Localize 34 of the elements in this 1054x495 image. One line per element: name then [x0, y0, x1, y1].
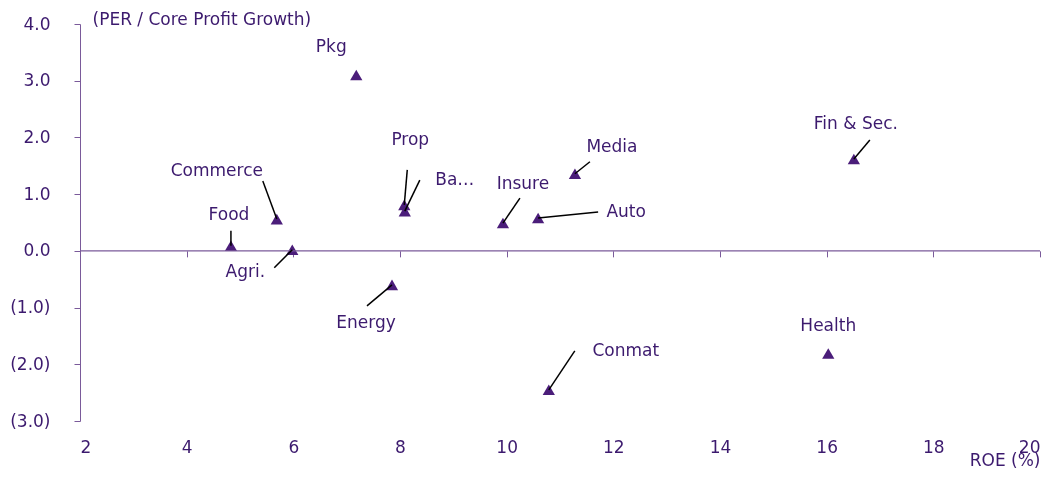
annotation: Pkg	[315, 36, 347, 57]
annotation: Fin & Sec.	[813, 112, 898, 133]
x-tick-label: 4	[181, 436, 193, 457]
y-tick-label: (1.0)	[10, 297, 51, 318]
x-tick-label: 16	[816, 436, 838, 457]
annotation: Auto	[606, 200, 646, 221]
annotation: Insure	[496, 173, 550, 194]
y-tick-label: 3.0	[23, 70, 51, 91]
annotation: Energy	[336, 311, 396, 332]
annotation: Food	[208, 203, 250, 224]
y-tick-label: (2.0)	[10, 353, 51, 374]
y-tick-label: 4.0	[23, 13, 51, 34]
annotation: Ba…	[435, 169, 475, 190]
y-tick-label: 0.0	[23, 240, 51, 261]
point	[822, 348, 835, 359]
x-tick-label: 10	[496, 436, 518, 457]
y-axis-title: (PER / Core Profit Growth)	[92, 8, 312, 29]
annotation: Media	[586, 135, 638, 156]
x-tick-label: 8	[395, 436, 406, 457]
x-tick-label: 18	[923, 436, 945, 457]
annotation: Prop	[391, 128, 430, 149]
y-tick-label: (3.0)	[10, 410, 51, 431]
x-tick-label: 14	[709, 436, 732, 457]
annotation: Conmat	[592, 339, 660, 360]
y-tick-label: 1.0	[23, 183, 51, 204]
annotation: Commerce	[170, 160, 263, 181]
y-tick-label: 2.0	[23, 126, 51, 147]
x-tick-label: 12	[603, 436, 625, 457]
annotation: Agri.	[225, 260, 266, 281]
x-tick-label: 6	[288, 436, 300, 457]
point	[568, 168, 582, 180]
point	[350, 69, 363, 81]
annotation: Health	[800, 314, 857, 335]
x-tick-label: 2	[80, 436, 92, 457]
